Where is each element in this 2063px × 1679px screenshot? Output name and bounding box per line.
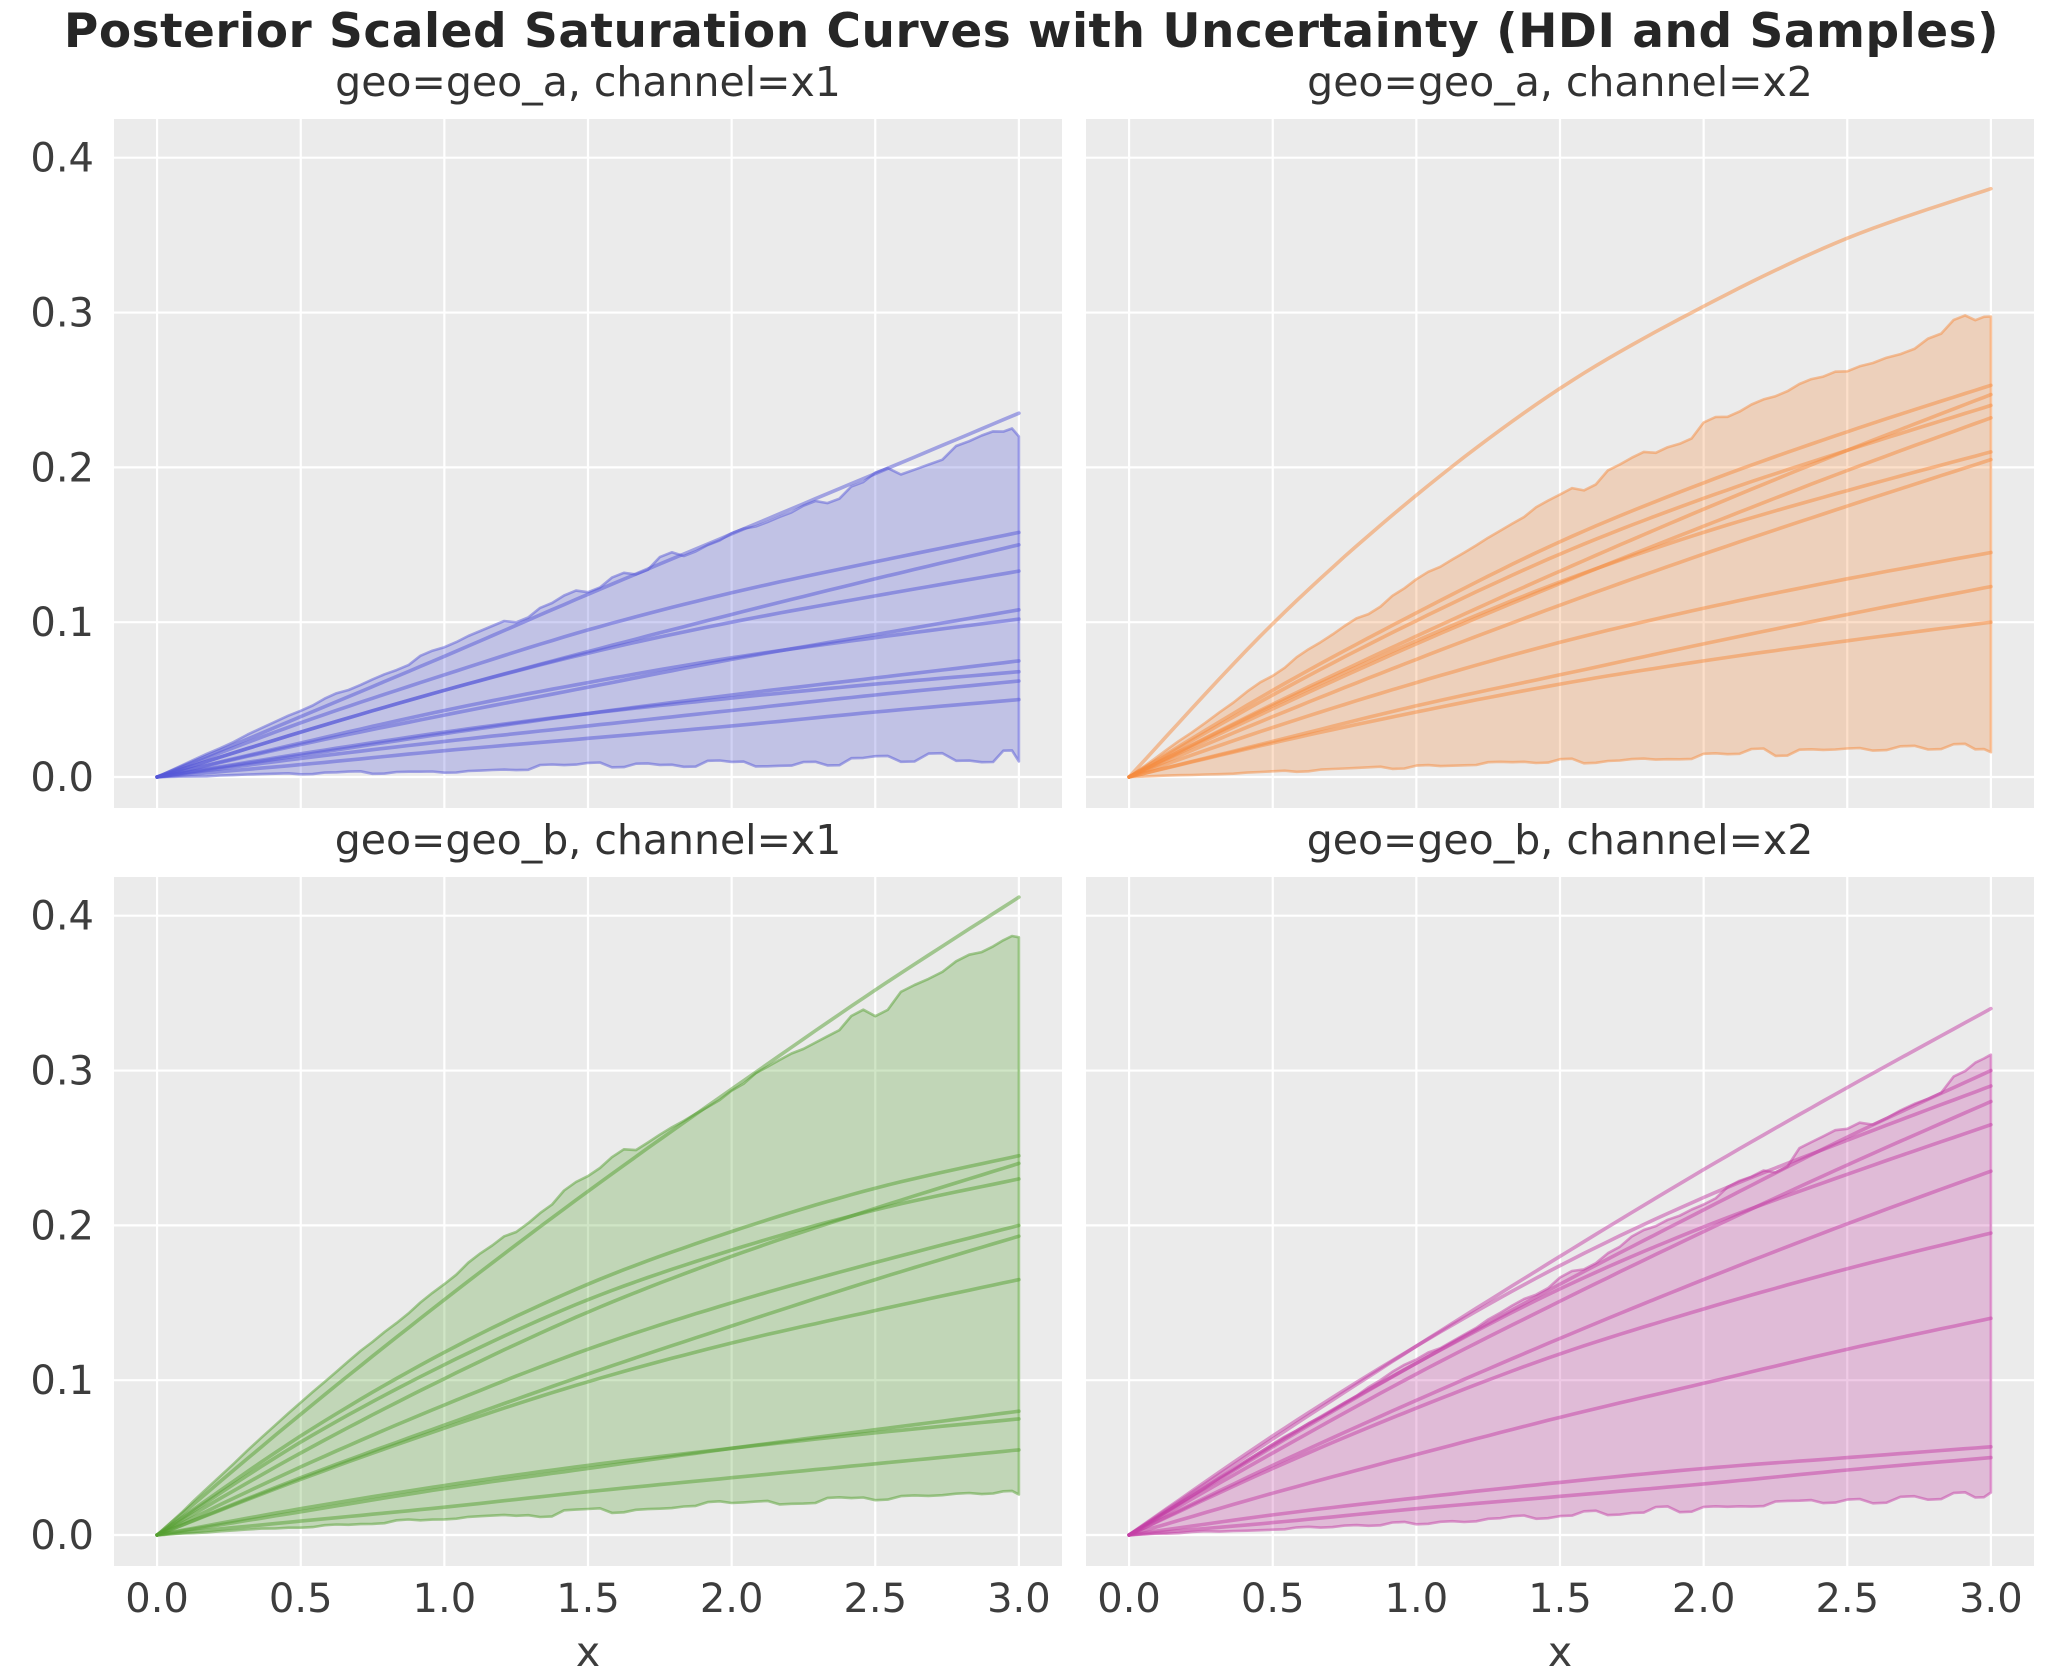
sample-curve <box>1127 620 1993 779</box>
sample-curve <box>155 669 1021 779</box>
y-tick-label: 0.3 <box>30 1049 94 1095</box>
x-axis-label-right: x <box>1547 1628 1573 1676</box>
plot-area: 0.0 0.1 0.2 0.3 0.4 0.0 0.5 1.0 1.5 2.0 2.5 3.0 <box>30 877 1062 1622</box>
plot-area: 0.0 0.5 1.0 1.5 2.0 2.5 3.0 <box>1086 877 2034 1622</box>
sample-curve <box>1127 457 1993 779</box>
x-tick-label: 3.0 <box>987 1576 1051 1622</box>
sample-curve <box>155 530 1021 779</box>
panel-geo-a-x2 <box>1086 119 2034 808</box>
sample-curve <box>155 1177 1021 1537</box>
sample-curve <box>1127 1169 1993 1537</box>
x-tick-label: 0.5 <box>1241 1576 1305 1622</box>
hdi-band <box>155 934 1021 1537</box>
gridlines <box>114 119 1062 808</box>
panel-geo-a-x1: 0.0 0.1 0.2 0.3 0.4 <box>30 119 1062 808</box>
y-tick-label: 0.0 <box>30 1513 94 1559</box>
plot-content <box>1127 186 1993 779</box>
sample-curve <box>1127 550 1993 779</box>
sample-curve <box>1127 186 1993 779</box>
sample-curve <box>1127 1231 1993 1537</box>
sample-curve <box>155 1277 1021 1537</box>
sample-curve <box>1127 1099 1993 1537</box>
sample-curve <box>155 679 1021 779</box>
hdi-band <box>1127 314 1993 779</box>
x-tick-label: 1.5 <box>556 1576 620 1622</box>
sample-curve <box>155 1409 1021 1537</box>
sample-curve <box>1127 383 1993 779</box>
sample-curve <box>1127 403 1993 779</box>
x-tick-label: 1.0 <box>413 1576 477 1622</box>
panel-title-geo-a-x2: geo=geo_a, channel=x2 <box>1307 58 1813 106</box>
plot-content <box>155 895 1021 1537</box>
plot-content <box>155 411 1021 779</box>
y-tick-label: 0.2 <box>30 445 94 491</box>
y-tick-label: 0.4 <box>30 894 94 940</box>
sample-curve <box>155 697 1021 779</box>
x-axis-label-left: x <box>575 1628 601 1676</box>
plot-area: 0.0 0.1 0.2 0.3 0.4 <box>30 119 1062 808</box>
sample-curve <box>155 1153 1021 1537</box>
x-tick-label: 2.0 <box>700 1576 764 1622</box>
sample-curve <box>155 1223 1021 1537</box>
sample-curve <box>155 411 1021 779</box>
y-tick-label: 0.3 <box>30 291 94 337</box>
plot-content <box>1127 1006 1993 1537</box>
sample-curve <box>1127 1455 1993 1537</box>
y-tick-label: 0.4 <box>30 136 94 182</box>
gridlines <box>1086 119 2034 808</box>
x-tick-label: 0.0 <box>1097 1576 1161 1622</box>
panel-geo-b-x1: 0.0 0.1 0.2 0.3 0.4 0.0 0.5 1.0 1.5 2.0 2.5 3.0 <box>30 877 1062 1622</box>
panel-title-geo-a-x1: geo=geo_a, channel=x1 <box>335 58 841 106</box>
sample-curve <box>1127 1122 1993 1537</box>
panel-title-geo-b-x2: geo=geo_b, channel=x2 <box>1306 816 1814 864</box>
x-tick-label: 3.0 <box>1959 1576 2023 1622</box>
y-tick-label: 0.1 <box>30 1358 94 1404</box>
panel-title-geo-b-x1: geo=geo_b, channel=x1 <box>334 816 842 864</box>
y-tick-label: 0.1 <box>30 600 94 646</box>
sample-curve <box>1127 1006 1993 1537</box>
x-tick-label: 1.5 <box>1528 1576 1592 1622</box>
sample-curve <box>155 617 1021 779</box>
sample-curve <box>1127 1316 1993 1537</box>
sample-curve <box>155 1417 1021 1537</box>
sample-curve <box>155 1448 1021 1537</box>
x-tick-label: 0.5 <box>269 1576 333 1622</box>
sample-curve <box>155 569 1021 779</box>
sample-curve <box>1127 450 1993 779</box>
sample-curve <box>155 895 1021 1537</box>
panel-geo-b-x2: 0.0 0.5 1.0 1.5 2.0 2.5 3.0 <box>1086 877 2034 1622</box>
sample-curve <box>1127 1445 1993 1537</box>
figure-title: Posterior Scaled Saturation Curves with … <box>63 4 2000 59</box>
y-tick-label: 0.2 <box>30 1203 94 1249</box>
y-tick-label: 0.0 <box>30 755 94 801</box>
x-tick-label: 2.5 <box>1815 1576 1879 1622</box>
x-tick-label: 1.0 <box>1385 1576 1449 1622</box>
x-tick-label: 2.5 <box>843 1576 907 1622</box>
sample-curve <box>1127 1084 1993 1537</box>
x-tick-label: 0.0 <box>125 1576 189 1622</box>
x-tick-label: 2.0 <box>1672 1576 1736 1622</box>
plot-area <box>1086 119 2034 808</box>
